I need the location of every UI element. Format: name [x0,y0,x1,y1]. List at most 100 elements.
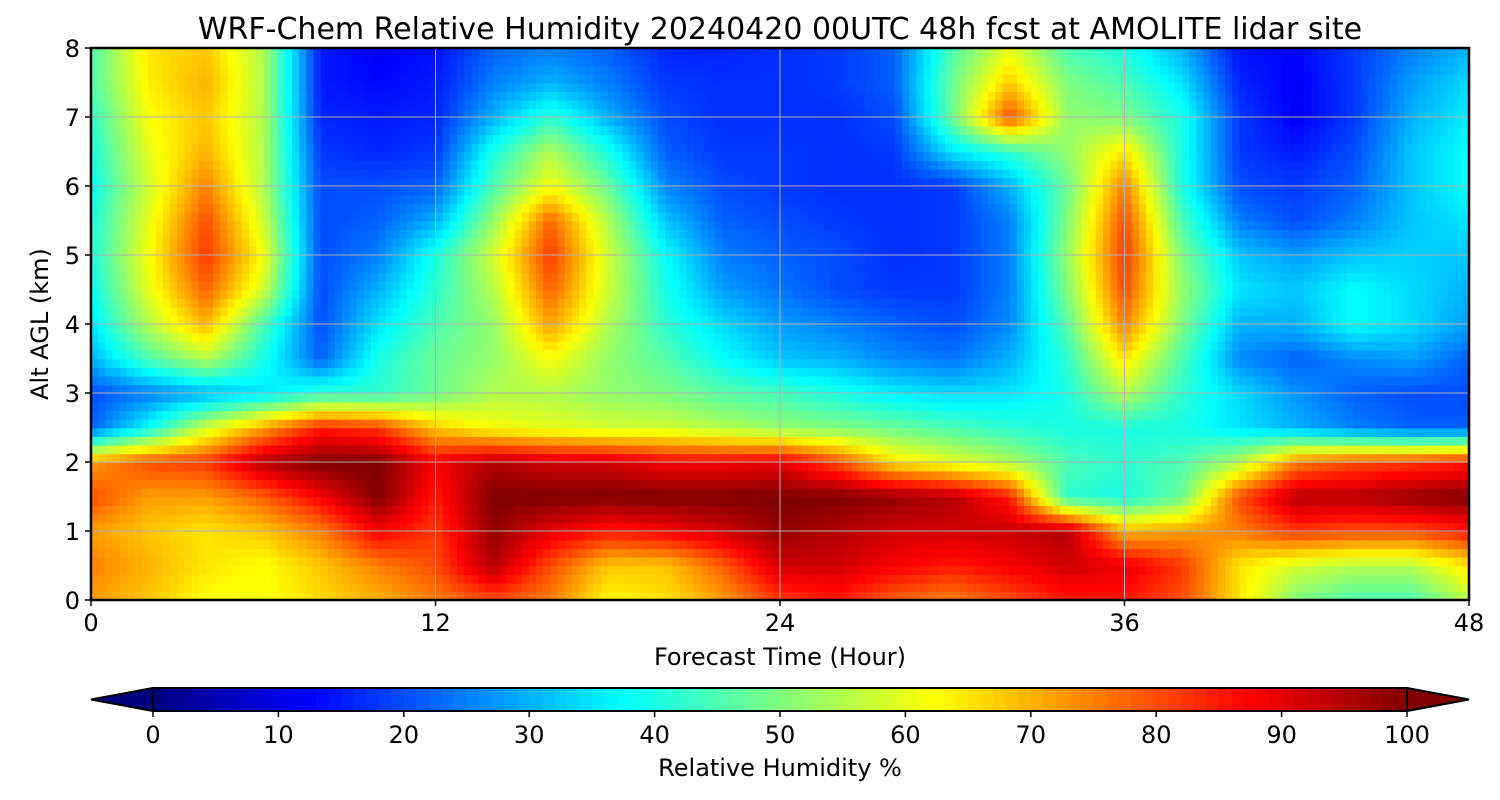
heatmap-cell [535,505,544,515]
heatmap-cell [1232,410,1241,420]
heatmap-cell [772,574,781,584]
heatmap-cell [586,462,595,472]
heatmap-cell [1002,574,1011,584]
heatmap-cell [1282,375,1291,386]
heatmap-cell [148,462,157,472]
heatmap-cell [902,582,910,593]
heatmap-cell [902,505,910,515]
heatmap-cell [758,444,767,455]
heatmap-cell [650,548,659,558]
heatmap-cell [873,444,882,455]
heatmap-cell [1174,401,1183,412]
heatmap-cell [1303,384,1312,394]
heatmap-cell [801,410,810,420]
heatmap-cell [1181,513,1190,524]
heatmap-cell [772,556,781,567]
heatmap-cell [1074,531,1083,541]
heatmap-cell [1368,418,1377,429]
heatmap-cell [413,436,422,446]
heatmap-cell [155,591,164,600]
heatmap-cell [478,565,487,575]
heatmap-cell [421,505,430,515]
heatmap-cell [751,496,760,506]
heatmap-cell [1009,548,1018,558]
heatmap-cell [155,427,164,437]
heatmap-cell [701,505,710,515]
heatmap-cell [1196,427,1205,437]
heatmap-cell [162,548,171,558]
heatmap-cell [399,531,408,541]
heatmap-cell [291,436,300,446]
heatmap-cell [672,505,681,515]
heatmap-cell [1447,453,1456,463]
heatmap-cell [392,470,401,481]
heatmap-cell [198,531,207,541]
heatmap-cell [887,496,896,506]
heatmap-cell [1433,522,1442,532]
heatmap-cell [887,513,896,524]
heatmap-cell [808,505,817,515]
heatmap-cell [500,470,509,481]
heatmap-cell [327,444,336,455]
heatmap-cell [780,401,788,412]
heatmap-cell [1117,436,1126,446]
heatmap-cell [1124,453,1133,463]
heatmap-cell [966,462,975,472]
heatmap-cell [1325,496,1334,506]
heatmap-cell [708,384,717,394]
heatmap-cell [241,539,250,550]
heatmap-cell [535,444,544,455]
heatmap-cell [1153,384,1162,394]
heatmap-cell [370,384,379,394]
heatmap-cell [1239,487,1248,498]
heatmap-cell [1031,462,1040,472]
heatmap-cell [650,496,659,506]
heatmap-cell [988,462,997,472]
heatmap-cell [1440,522,1449,532]
heatmap-cell [1425,375,1434,386]
heatmap-cell [736,470,745,481]
heatmap-cell [858,487,867,498]
heatmap-cell [1354,582,1363,593]
heatmap-cell [198,487,207,498]
heatmap-cell [830,565,839,575]
heatmap-cell [198,522,207,532]
heatmap-cell [672,565,681,575]
heatmap-cell [500,556,509,567]
heatmap-cell [98,505,107,515]
heatmap-cell [234,487,243,498]
heatmap-cell [665,539,674,550]
heatmap-cell [1045,591,1054,600]
heatmap-cell [327,418,336,429]
heatmap-cell [665,582,674,593]
heatmap-cell [1016,539,1025,550]
heatmap-cell [1239,444,1248,455]
heatmap-cell [119,565,128,575]
heatmap-cell [693,436,702,446]
heatmap-cell [550,565,559,575]
heatmap-cell [607,436,616,446]
heatmap-cell [758,505,767,515]
heatmap-cell [866,427,875,437]
heatmap-cell [722,453,731,463]
heatmap-cell [952,462,961,472]
heatmap-cell [988,513,997,524]
heatmap-cell [765,375,774,386]
heatmap-cell [141,591,150,600]
heatmap-cell [923,556,932,567]
heatmap-cell [213,531,221,541]
heatmap-cell [320,401,329,412]
heatmap-cell [191,513,200,524]
heatmap-cell [952,470,961,481]
heatmap-cell [500,513,509,524]
heatmap-cell [736,531,745,541]
heatmap-cell [643,513,652,524]
heatmap-cell [1447,470,1456,481]
heatmap-cell [500,436,509,446]
heatmap-cell [823,410,832,420]
heatmap-cell [973,375,982,386]
heatmap-cell [543,487,552,498]
heatmap-cell [744,375,753,386]
heatmap-cell [880,574,889,584]
heatmap-cell [327,522,336,532]
